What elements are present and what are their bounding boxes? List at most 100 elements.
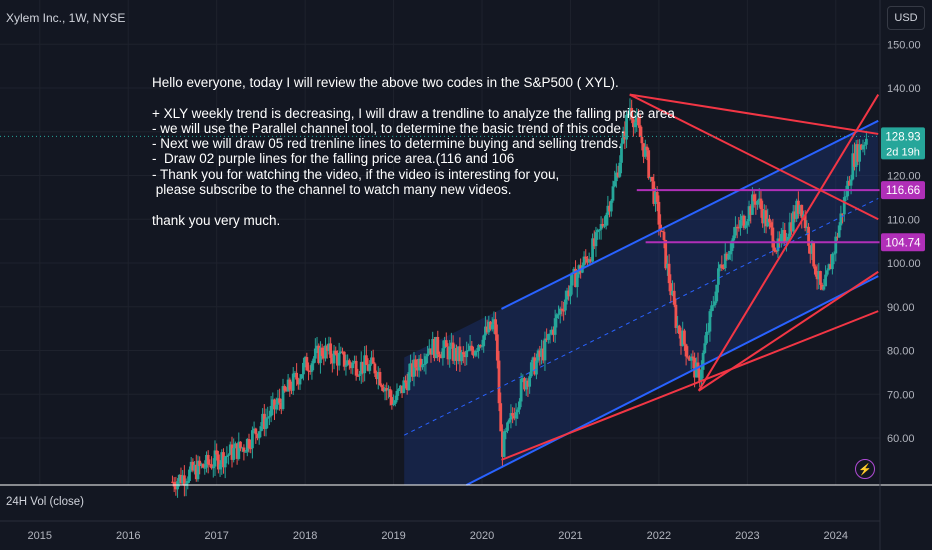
candle-body bbox=[640, 136, 644, 144]
x-tick-label: 2015 bbox=[28, 530, 52, 542]
candle-body bbox=[781, 230, 785, 234]
candle-body bbox=[756, 200, 759, 205]
candle-body bbox=[705, 331, 708, 344]
candle-body bbox=[737, 227, 741, 229]
channel-upper-line bbox=[501, 119, 879, 310]
last-price-badge bbox=[881, 127, 925, 160]
candle-body bbox=[208, 464, 212, 466]
candle-body bbox=[230, 444, 234, 460]
candle-body bbox=[630, 107, 634, 120]
candle-body bbox=[643, 146, 647, 157]
candle-body bbox=[480, 346, 484, 348]
note-line: + XLY weekly trend is decreasing, I will… bbox=[152, 105, 675, 121]
candle-body bbox=[427, 348, 431, 354]
candle-body bbox=[497, 360, 501, 404]
x-tick-label: 2018 bbox=[293, 530, 317, 542]
candle-body bbox=[312, 358, 316, 364]
candle-body bbox=[861, 145, 865, 150]
candle-body bbox=[745, 221, 749, 226]
candle-body bbox=[392, 403, 395, 405]
candle-body bbox=[354, 360, 358, 376]
candle-body bbox=[259, 426, 263, 432]
candle-body bbox=[349, 364, 353, 369]
candle-body bbox=[242, 447, 246, 452]
candle-body bbox=[546, 333, 550, 340]
y-tick-label: 150.00 bbox=[887, 39, 921, 51]
candle-body bbox=[717, 268, 720, 285]
candle-body bbox=[569, 285, 572, 297]
candle-body bbox=[213, 450, 217, 467]
candle-body bbox=[805, 226, 809, 229]
symbol-title[interactable]: Xylem Inc., 1W, NYSE bbox=[6, 11, 126, 25]
candle-body bbox=[346, 360, 350, 366]
candle-body bbox=[541, 348, 545, 361]
candle-body bbox=[771, 227, 775, 248]
candle-body bbox=[531, 357, 535, 363]
candle-body bbox=[859, 144, 863, 150]
y-tick-label: 70.00 bbox=[887, 389, 915, 401]
candle-body bbox=[237, 441, 241, 459]
note-line: Hello everyone, today I will review the … bbox=[152, 75, 619, 90]
candle-body bbox=[652, 181, 656, 204]
candle-body bbox=[711, 305, 715, 307]
candle-body bbox=[725, 253, 729, 260]
candle-body bbox=[856, 144, 860, 162]
candle-body bbox=[322, 355, 326, 359]
volume-pane-label[interactable]: 24H Vol (close) bbox=[6, 496, 84, 508]
candle-body bbox=[407, 372, 411, 391]
note-line: thank you very much. bbox=[152, 212, 281, 228]
candle-body bbox=[446, 346, 450, 360]
candle-body bbox=[334, 350, 338, 355]
candle-body bbox=[659, 224, 662, 231]
candle-body bbox=[501, 431, 504, 457]
candle-body bbox=[361, 361, 365, 374]
lightning-icon[interactable]: ⚡ bbox=[855, 459, 875, 479]
candle-body bbox=[713, 301, 717, 306]
candle-body bbox=[844, 196, 848, 198]
candle-body bbox=[417, 358, 421, 371]
candle-body bbox=[620, 143, 623, 163]
candle-body bbox=[329, 343, 333, 358]
candle-body bbox=[378, 371, 382, 386]
candle-body bbox=[472, 350, 475, 356]
candle-body bbox=[220, 452, 224, 465]
x-tick-label: 2017 bbox=[204, 530, 228, 542]
candle-body bbox=[201, 464, 205, 468]
candle-body bbox=[762, 210, 766, 224]
candle-body bbox=[366, 364, 370, 371]
candle-body bbox=[591, 238, 594, 262]
candle-body bbox=[502, 431, 506, 457]
candle-body bbox=[776, 238, 780, 252]
candle-body bbox=[327, 343, 331, 351]
candle-body bbox=[458, 346, 462, 362]
candle-body bbox=[810, 241, 814, 254]
candle-body bbox=[657, 201, 661, 225]
candle-body bbox=[592, 238, 596, 247]
candle-body bbox=[688, 357, 691, 361]
candle-body bbox=[846, 180, 850, 197]
candle-body bbox=[839, 213, 843, 226]
candle-body bbox=[332, 350, 336, 364]
candle-body bbox=[614, 172, 618, 182]
candle-body bbox=[506, 422, 509, 431]
candle-body bbox=[252, 428, 256, 431]
x-tick-label: 2024 bbox=[824, 530, 848, 542]
candle-body bbox=[172, 481, 176, 487]
candle-body bbox=[817, 271, 821, 280]
candle-body bbox=[742, 215, 746, 228]
candle-body bbox=[419, 358, 423, 368]
text-note-annotation[interactable]: Hello everyone, today I will review the … bbox=[152, 75, 692, 228]
candle-body bbox=[453, 348, 457, 361]
candle-body bbox=[830, 253, 834, 270]
candle-body bbox=[295, 372, 299, 380]
candle-body bbox=[728, 251, 732, 255]
candle-body bbox=[545, 338, 549, 340]
candle-body bbox=[313, 348, 317, 359]
candle-body bbox=[754, 201, 758, 205]
candle-body bbox=[565, 290, 569, 300]
candle-body bbox=[553, 318, 557, 335]
candle-body bbox=[463, 354, 467, 358]
currency-button[interactable]: USD bbox=[887, 6, 925, 30]
candle-body bbox=[232, 447, 236, 460]
